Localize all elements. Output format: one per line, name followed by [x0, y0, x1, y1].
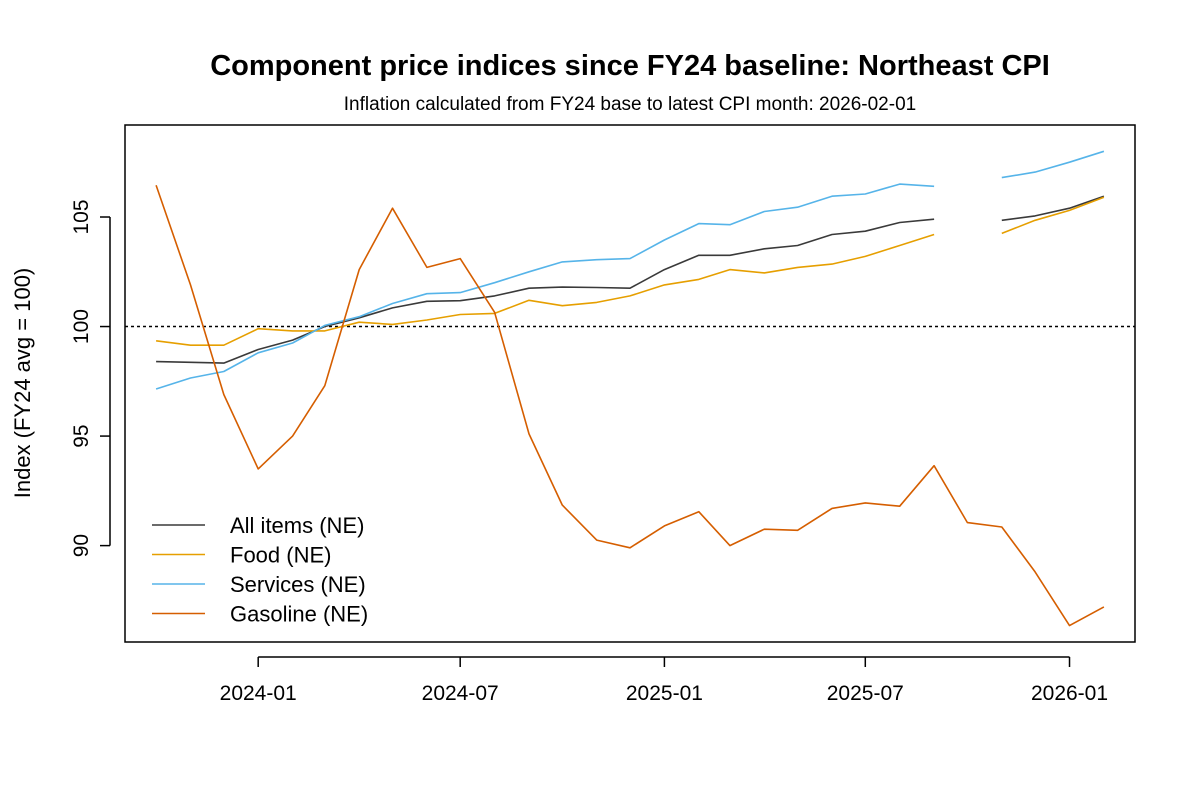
legend: All items (NE) Food (NE) Services (NE) Gaso… [152, 513, 368, 627]
y-axis-label: Index (FY24 avg = 100) [10, 268, 35, 499]
plot-frame [124, 124, 1136, 643]
legend-label: Food (NE) [230, 543, 331, 568]
chart-subtitle: Inflation calculated from FY24 base to l… [344, 94, 916, 115]
series-group [155, 150, 1105, 627]
chart-title: Component price indices since FY24 basel… [210, 50, 1050, 82]
series-line-gasoline-ne [155, 184, 1105, 627]
legend-label: Gasoline (NE) [230, 602, 368, 627]
series-line-services-ne [155, 150, 1105, 390]
legend-label: Services (NE) [230, 572, 366, 597]
axes-group: 90 95 100 105 2024-01 2024-07 2025-01 2025-07 20… [70, 199, 1108, 705]
series-line-food-ne [155, 196, 1105, 346]
x-tick-label: 2024-01 [220, 682, 297, 705]
x-tick-label: 2024-07 [422, 682, 499, 705]
legend-label: All items (NE) [230, 513, 364, 538]
x-tick-label: 2026-01 [1031, 682, 1108, 705]
x-tick-label: 2025-01 [626, 682, 703, 705]
y-tick-label: 105 [70, 199, 93, 234]
y-tick-label: 90 [70, 534, 93, 557]
series-line-all-items-ne [156, 195, 1105, 364]
y-tick-label: 95 [70, 424, 93, 447]
x-tick-label: 2025-07 [827, 682, 904, 705]
y-tick-label: 100 [70, 309, 93, 344]
